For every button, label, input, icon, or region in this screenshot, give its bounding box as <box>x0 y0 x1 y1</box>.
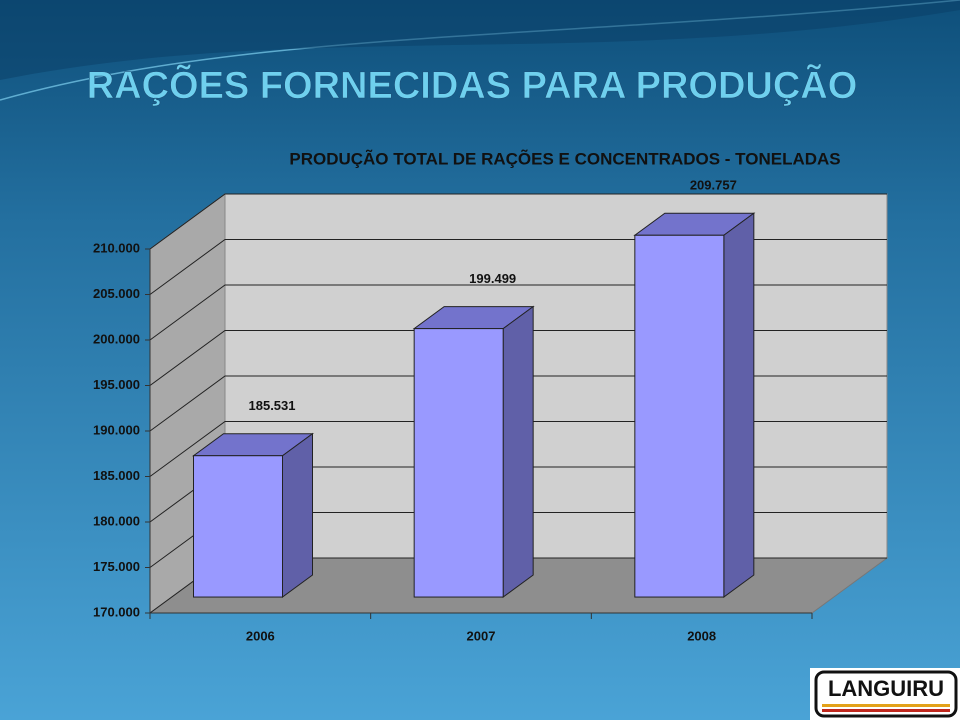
value-label: 185.531 <box>249 398 296 413</box>
bar <box>193 455 283 598</box>
y-tick-label: 190.000 <box>93 422 140 437</box>
y-tick-label: 175.000 <box>93 559 140 574</box>
y-tick-label: 180.000 <box>93 513 140 528</box>
logo-stripe <box>822 709 950 712</box>
x-tick-label: 2007 <box>467 628 496 643</box>
y-tick-label: 170.000 <box>93 604 140 619</box>
logo: LANGUIRU <box>828 676 944 701</box>
chart-title: PRODUÇÃO TOTAL DE RAÇÕES E CONCENTRADOS … <box>289 148 840 168</box>
slide-title: RAÇÕES FORNECIDAS PARA PRODUÇÃO <box>87 63 858 107</box>
bar-side <box>282 432 313 599</box>
bar-side <box>502 305 534 599</box>
bar <box>634 234 725 598</box>
bar <box>413 328 504 598</box>
y-tick-label: 210.000 <box>93 240 140 255</box>
y-tick-label: 205.000 <box>93 286 140 301</box>
logo-frame <box>814 670 958 718</box>
value-label: 199.499 <box>469 271 516 286</box>
wave <box>0 0 960 80</box>
bar-side <box>723 212 755 599</box>
grid-line <box>149 193 887 250</box>
y-tick-label: 200.000 <box>93 331 140 346</box>
y-tick-label: 185.000 <box>93 468 140 483</box>
value-label: 209.757 <box>690 178 737 193</box>
logo-stripe <box>822 704 950 707</box>
y-tick-label: 195.000 <box>93 377 140 392</box>
plot: 170.000 175.000 180.000 185.000 190.000 195.0… <box>93 178 889 643</box>
x-tick-label: 2008 <box>687 628 716 643</box>
x-tick-label: 2006 <box>246 628 275 643</box>
